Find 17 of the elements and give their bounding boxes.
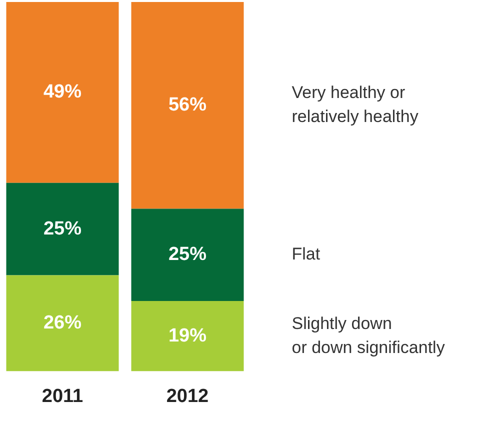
bar (6, 182, 119, 276)
data-label: 19% (168, 325, 207, 346)
text: Very healthy or relatively healthy (292, 83, 419, 126)
data-label: 49% (43, 82, 82, 103)
data-label: 25% (43, 218, 82, 240)
data-label: 25% (168, 244, 207, 266)
x-tick-label: 2011 (42, 386, 84, 407)
bar (6, 2, 119, 183)
text: Flat (292, 244, 320, 264)
data-label: 56% (168, 94, 207, 116)
bar (131, 2, 244, 209)
data-label: 26% (43, 312, 82, 334)
bar (131, 301, 244, 372)
x-tick-label: 2012 (166, 386, 209, 407)
text: Slightly down or down significantly (292, 314, 446, 357)
bar (6, 275, 119, 372)
bar (131, 208, 244, 302)
